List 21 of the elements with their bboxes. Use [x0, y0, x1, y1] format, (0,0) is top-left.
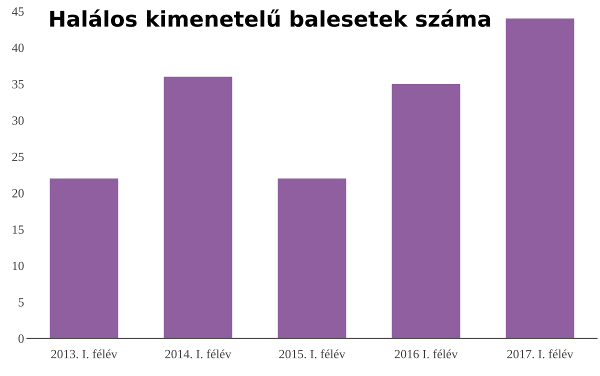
y-tick-label: 30 — [12, 116, 24, 125]
bar — [392, 84, 460, 338]
chart-title: Halálos kimenetelű balesetek száma — [50, 9, 490, 27]
y-tick-label: 35 — [12, 80, 24, 88]
x-tick-label: 2017. I. félév — [507, 349, 574, 358]
bar — [278, 178, 346, 338]
bar — [50, 178, 118, 338]
y-tick-label: 10 — [12, 262, 24, 270]
y-tick-label: 25 — [12, 152, 24, 162]
bar — [506, 18, 574, 338]
y-tick-label: 15 — [12, 225, 24, 234]
y-tick-label: 20 — [12, 189, 24, 198]
x-tick-label: 2013. I. félév — [51, 349, 118, 358]
x-tick-label: 2016 I. félév — [394, 349, 458, 358]
y-tick-label: 0 — [18, 334, 24, 343]
bar — [164, 76, 232, 338]
y-tick-label: 45 — [12, 7, 24, 16]
x-tick-label: 2014. I. félév — [165, 349, 232, 358]
y-tick-label: 40 — [12, 44, 24, 52]
y-tick-label: 5 — [18, 298, 24, 307]
x-tick-label: 2015. I. félév — [279, 349, 346, 358]
